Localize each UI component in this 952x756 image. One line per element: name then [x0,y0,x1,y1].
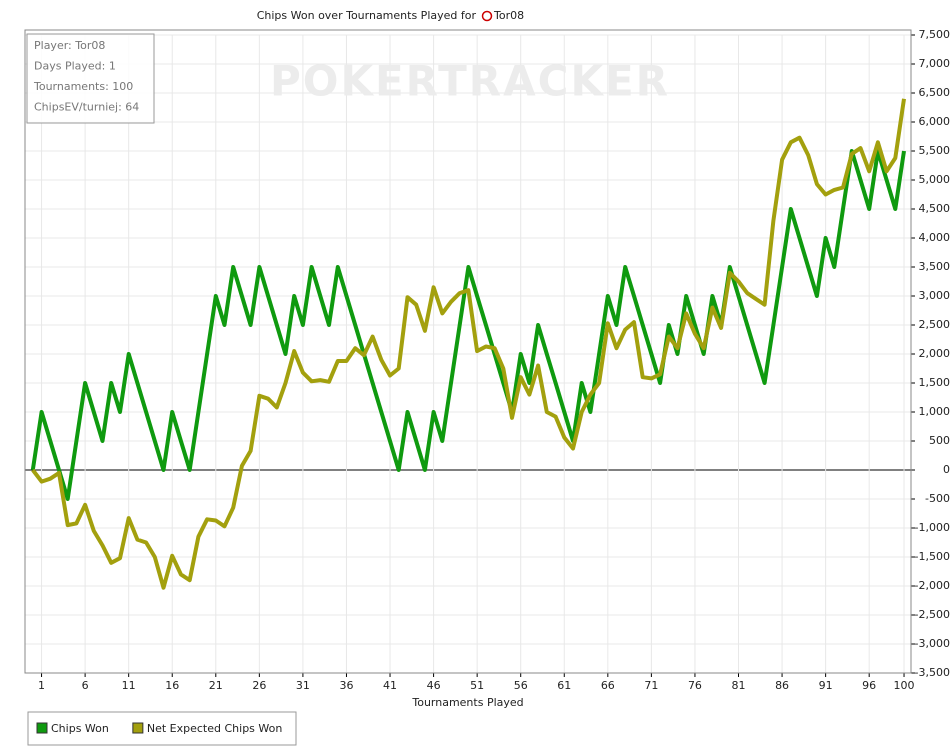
y-tick-label: -1,000 [915,521,950,534]
y-tick-label: 7,000 [919,57,951,70]
series-line [31,98,906,590]
legend-swatch [132,722,144,734]
x-tick-label: 46 [427,679,441,692]
legend-label: Net Expected Chips Won [147,722,283,735]
player-name: Tor08 [493,9,524,22]
x-tick-label: 71 [644,679,658,692]
y-tick-label: -3,000 [915,637,950,650]
x-tick-label: 66 [601,679,615,692]
x-tick-label: 31 [296,679,310,692]
info-box [26,33,155,124]
y-tick-label: 1,500 [919,376,951,389]
y-tick-label: 5,500 [919,144,951,157]
y-tick-label: -2,000 [915,579,950,592]
y-tick-label: 500 [929,434,950,447]
y-tick-label: 5,000 [919,173,951,186]
x-tick-label: 86 [775,679,789,692]
plot-frame [24,29,912,674]
watermark: POKERTRACKER [270,57,670,106]
info-line: Player: Tor08 [34,39,105,52]
player-icon [481,10,493,22]
x-tick-label: 36 [339,679,353,692]
info-line: Tournaments: 100 [33,80,133,93]
x-tick-label: 96 [862,679,876,692]
info-line: ChipsEV/turniej: 64 [34,101,139,114]
x-tick-label: 21 [209,679,223,692]
x-tick-label: 26 [252,679,266,692]
x-axis-label: Tournaments Played [411,696,523,709]
x-tick-label: 100 [894,679,915,692]
x-tick-label: 6 [82,679,89,692]
y-tick-label: 6,500 [919,86,951,99]
y-tick-label: -500 [925,492,950,505]
y-tick-label: -3,500 [915,666,950,679]
x-tick-label: 76 [688,679,702,692]
x-tick-label: 56 [514,679,528,692]
y-tick-label: 0 [943,463,950,476]
chart-title: Chips Won over Tournaments Played for [257,9,477,22]
x-tick-label: 91 [819,679,833,692]
x-tick-label: 61 [557,679,571,692]
series-line [30,149,906,501]
x-tick-label: 1 [38,679,45,692]
x-tick-label: 16 [165,679,179,692]
x-tick-label: 81 [732,679,746,692]
y-tick-label: 3,500 [919,260,951,273]
y-tick-label: 7,500 [919,28,951,41]
y-tick-label: 4,000 [919,231,951,244]
y-tick-label: 2,500 [919,318,951,331]
x-tick-label: 41 [383,679,397,692]
y-tick-label: -2,500 [915,608,950,621]
info-line: Days Played: 1 [34,60,116,73]
legend-box [27,711,297,746]
y-tick-label: 4,500 [919,202,951,215]
y-tick-label: 6,000 [919,115,951,128]
y-tick-label: 3,000 [919,289,951,302]
x-tick-label: 51 [470,679,484,692]
y-tick-label: 1,000 [919,405,951,418]
y-tick-label: 2,000 [919,347,951,360]
x-tick-label: 11 [122,679,136,692]
legend-swatch [36,722,48,734]
y-tick-label: -1,500 [915,550,950,563]
legend-label: Chips Won [51,722,109,735]
